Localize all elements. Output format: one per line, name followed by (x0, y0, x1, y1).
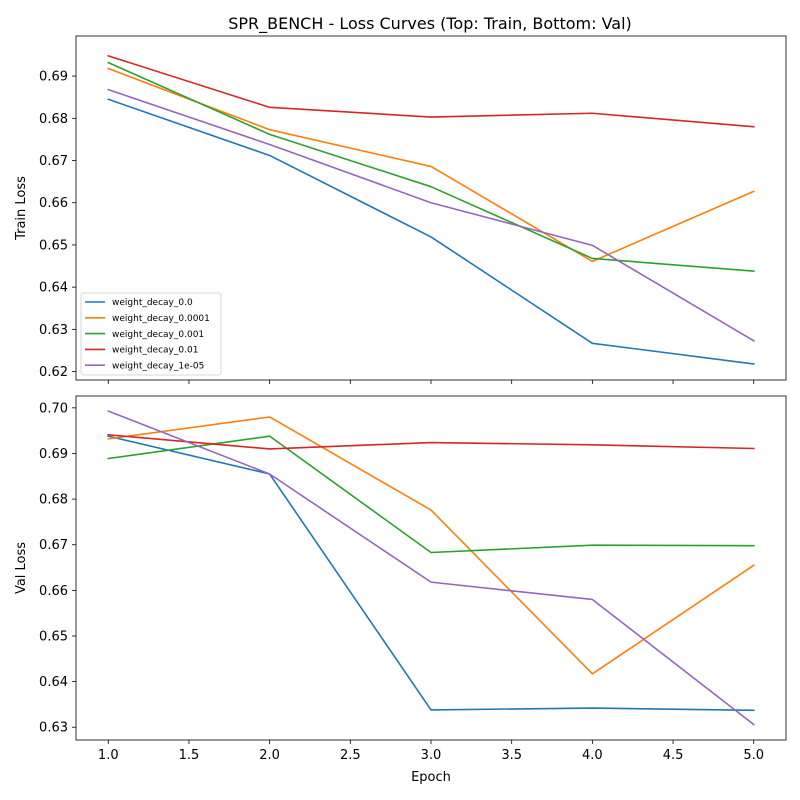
y-tick-label: 0.68 (39, 112, 68, 127)
y-tick-label: 0.67 (39, 538, 68, 553)
series-line-weight_decay_0.0001 (107, 67, 755, 263)
series-line-weight_decay_0.0 (107, 98, 755, 365)
series-line-weight_decay_0.01 (107, 433, 755, 450)
y-tick-label: 0.63 (39, 323, 68, 338)
x-tick-label: 4.5 (663, 748, 684, 763)
y-tick-label: 0.69 (39, 70, 68, 85)
y-tick-label: 0.62 (39, 365, 68, 380)
y-tick-label: 0.68 (39, 493, 68, 508)
train-loss-panel: 0.62 0.63 0.64 0.65 0.66 0.67 0.68 0.69 Train Lo… (14, 35, 787, 384)
legend: weight_decay_0.0 weight_decay_0.0001weigh… (80, 292, 222, 376)
legend-label: weight_decay_0.001 (112, 330, 204, 340)
legend-label: weight_decay_0.0 (112, 298, 193, 308)
x-tick-label: 1.5 (179, 748, 200, 763)
x-tick-label: 2.5 (340, 748, 361, 763)
figure-title: SPR_BENCH - Loss Curves (Top: Train, Bot… (228, 14, 632, 34)
x-tick-label: 2.0 (259, 748, 280, 763)
axes-frame (75, 395, 787, 741)
series-line-weight_decay_0.01 (107, 54, 755, 128)
y-tick-label: 0.70 (39, 401, 68, 416)
axes-frame (75, 35, 787, 381)
y-tick-label: 0.64 (39, 675, 68, 690)
y-tick-label: 0.65 (39, 238, 68, 253)
series-line-weight_decay_0.0 (107, 435, 755, 712)
series-line-weight_decay_1e-05 (107, 410, 755, 726)
val-loss-panel: 1.0 1.5 2.0 2.5 3.0 3.5 4.0 4.5 5.0 0.63 0.64 0.65 0… (14, 395, 787, 785)
legend-label: weight_decay_0.0001 (112, 314, 210, 324)
series-line-weight_decay_0.0001 (107, 416, 755, 675)
legend-label: weight_decay_1e-05 (112, 361, 204, 371)
x-tick-label: 1.0 (98, 748, 119, 763)
series-line-weight_decay_1e-05 (107, 88, 755, 342)
y-tick-label: 0.69 (39, 447, 68, 462)
x-tick-label: 4.0 (582, 748, 603, 763)
y-tick-label: 0.64 (39, 281, 68, 296)
series-line-weight_decay_0.001 (107, 61, 755, 272)
legend-label: weight_decay_0.01 (112, 346, 198, 356)
x-tick-label: 5.0 (743, 748, 764, 763)
x-tick-label: 3.0 (421, 748, 442, 763)
y-tick-label: 0.65 (39, 629, 68, 644)
y-tick-label: 0.67 (39, 154, 68, 169)
y-tick-label: 0.66 (39, 584, 68, 599)
x-tick-label: 3.5 (501, 748, 522, 763)
x-axis-label: Epoch (411, 770, 451, 785)
y-tick-label: 0.63 (39, 721, 68, 736)
legend-box (80, 292, 222, 376)
y-axis-label: Val Loss (14, 542, 29, 594)
y-axis-label: Train Loss (14, 176, 29, 241)
y-tick-label: 0.66 (39, 196, 68, 211)
